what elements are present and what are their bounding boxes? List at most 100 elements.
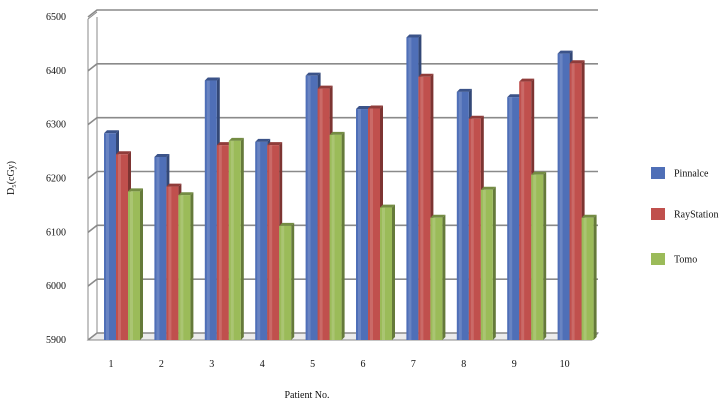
bar-side [543,171,547,340]
bar-front [329,134,342,340]
bar [380,204,395,340]
y-tick-label: 6400 [46,66,66,77]
gridline [87,9,598,18]
bar-side [492,186,496,340]
bar-top [430,214,446,218]
y-tick-label: 6200 [46,174,66,185]
bar-top [267,142,283,146]
x-tick-label: 9 [512,359,517,370]
bar-front [104,133,116,340]
bar-highlight [319,88,323,341]
x-tick-label: 7 [411,359,416,370]
bar [329,131,345,340]
bar-highlight [571,63,575,341]
bar-side [341,131,345,340]
bar-front [557,53,570,341]
y-tick-labels: 5900 6000 6100 6200 6300 6400 6500 [46,12,66,346]
side-wall-top [87,11,98,20]
bar-highlight [106,133,109,340]
bar-top [569,60,585,64]
y-tick-label: 6300 [46,120,66,131]
bar-side [190,192,194,340]
bar-side [593,214,597,340]
legend-swatch [651,208,665,220]
bar-front [154,156,167,340]
bar-front [581,217,594,340]
bar-highlight [257,141,261,340]
bar-top [154,153,170,157]
bar-front [228,140,241,340]
legend-item: Tomo [651,253,697,266]
x-tick-label: 8 [461,359,466,370]
bar-side [140,188,143,340]
bar-highlight [458,91,462,340]
y-tick-label: 6000 [46,281,66,292]
bar-front [279,225,292,340]
x-tick-labels: 1 2 3 4 5 6 7 8 9 10 [109,359,570,370]
bar [228,137,244,340]
bar-front [456,91,469,340]
bar-front [569,63,582,341]
x-tick-label: 10 [560,359,570,370]
bar-top [204,77,220,81]
bar-front [480,189,493,340]
bar-top [380,204,395,208]
bar-highlight [470,118,474,341]
bar-highlight [206,80,210,341]
x-tick-label: 2 [159,359,164,370]
bar-front [204,80,217,341]
bar-front [216,145,229,340]
bar-highlight [420,76,424,340]
bar-top [166,183,182,187]
legend-item: RayStation [651,208,718,221]
bar-front [116,154,128,340]
x-tick-label: 6 [361,359,366,370]
y-tick-label: 6100 [46,227,66,238]
bar-highlight [218,145,222,340]
bar-front [468,118,481,341]
bar [279,222,295,340]
bar-highlight [230,140,234,340]
bar-side [392,204,395,340]
bar-highlight [583,217,587,340]
bar-top [356,106,371,110]
bar [128,188,143,340]
bar-top [128,188,143,192]
bar-highlight [331,134,335,340]
bar-front [166,186,179,340]
bar-top [178,192,194,196]
bar-top [329,131,345,135]
bar-highlight [118,154,121,340]
bar-top [317,85,333,89]
bar [430,214,446,340]
legend-label: Pinnalce [674,169,709,180]
bar-top [116,151,131,155]
bar-top [456,88,472,92]
bar-highlight [533,174,537,340]
bar-highlight [307,75,311,340]
bar-front [368,108,380,341]
bar-highlight [180,195,184,340]
bar-top [305,72,321,76]
bars [104,34,597,341]
bar-top [418,73,434,77]
bar-front [430,217,443,340]
bar-highlight [358,109,361,341]
bar-front [255,141,268,340]
bar-highlight [382,207,385,340]
legend-swatch [651,253,665,265]
bar-front [267,145,280,340]
bar-highlight [130,191,133,340]
bar-top [279,222,295,226]
bar-front [418,76,431,340]
bar [178,192,194,340]
bar-front [380,207,392,340]
bar-front [356,109,368,341]
bar-highlight [370,108,373,341]
legend-label: Tomo [674,255,697,266]
bar-front [507,97,520,340]
y-tick-label: 5900 [46,335,66,346]
bar-highlight [168,186,172,340]
bar-highlight [482,189,486,340]
